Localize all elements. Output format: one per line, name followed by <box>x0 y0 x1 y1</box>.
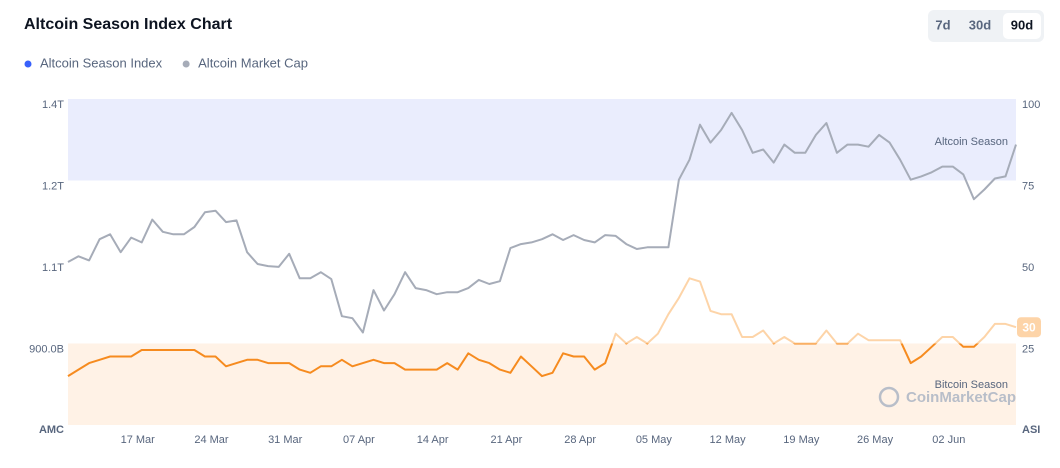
y2-axis-title: ASI <box>1022 424 1040 436</box>
y-axis-title: AMC <box>39 424 64 436</box>
y2-tick-label: 100 <box>1022 99 1040 111</box>
y-tick-label: 1.2T <box>42 180 64 192</box>
watermark: CoinMarketCap <box>906 389 1016 406</box>
x-tick-label: 05 May <box>636 434 673 446</box>
legend-label[interactable]: Altcoin Market Cap <box>198 55 308 70</box>
x-tick-label: 17 Mar <box>121 434 156 446</box>
series-line <box>67 111 1017 334</box>
x-tick-label: 02 Jun <box>932 434 965 446</box>
legend-label[interactable]: Altcoin Season Index <box>40 55 163 70</box>
x-tick-label: 31 Mar <box>268 434 303 446</box>
value-label: 30 <box>1022 320 1036 334</box>
y2-tick-label: 25 <box>1022 343 1034 355</box>
x-tick-label: 28 Apr <box>564 434 596 446</box>
season-band <box>68 99 1016 181</box>
x-tick-label: 12 May <box>710 434 747 446</box>
y-tick-label: 1.1T <box>42 262 64 274</box>
x-tick-label: 24 Mar <box>194 434 229 446</box>
value-label-bg <box>1017 317 1041 338</box>
x-tick-label: 14 Apr <box>417 434 449 446</box>
band-label: Bitcoin Season <box>935 379 1008 391</box>
band-label: Altcoin Season <box>935 136 1008 148</box>
range-button[interactable]: 7d <box>935 17 950 32</box>
legend-marker <box>24 60 32 68</box>
x-tick-label: 19 May <box>783 434 820 446</box>
range-button[interactable]: 90d <box>1011 17 1033 32</box>
season-band <box>68 343 1016 425</box>
y-tick-label: 1.4T <box>42 99 64 111</box>
watermark-logo <box>878 386 900 408</box>
x-tick-label: 26 May <box>857 434 894 446</box>
range-button[interactable]: 30d <box>969 17 991 32</box>
x-tick-label: 21 Apr <box>490 434 522 446</box>
y-tick-label: 900.0B <box>29 343 64 355</box>
chart-title: Altcoin Season Index Chart <box>24 16 233 33</box>
legend-marker <box>182 60 190 68</box>
y2-tick-label: 75 <box>1022 180 1034 192</box>
y2-tick-label: 50 <box>1022 262 1034 274</box>
x-tick-label: 07 Apr <box>343 434 375 446</box>
series-line <box>67 277 1017 378</box>
range-button-active[interactable] <box>1003 13 1041 39</box>
